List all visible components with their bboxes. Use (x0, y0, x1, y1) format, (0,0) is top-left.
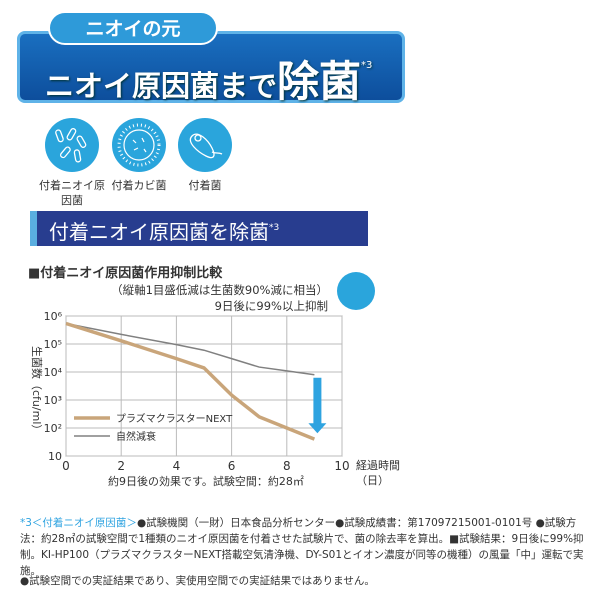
y-axis-label: 生菌数（cfu/ml） (30, 346, 44, 435)
legend-label: 自然減衰 (116, 430, 156, 443)
legend-label: プラズマクラスターNEXT (116, 412, 233, 425)
y-tick-label: 10 (48, 450, 62, 463)
chart: 0 2 4 6 8 10 10 10² 10³ 10⁴ 10⁵ 10⁶ プラズマクラスターNEXT 自然減… (30, 310, 350, 488)
x-tick-label: 8 (283, 459, 291, 473)
reduction-arrow (308, 377, 327, 434)
bacteria-rods-icon (337, 272, 375, 310)
footnote-ref: *3 (361, 60, 373, 71)
footnote-ref: *3 (269, 223, 280, 233)
headline-text: ニオイ原因菌まで (45, 69, 278, 103)
section-title: 付着ニオイ原因菌を除菌*3 (30, 211, 368, 246)
icon-label: 付着菌 (188, 179, 222, 192)
chart-caption: 約9日後の効果です。試験空間：約28㎡ (108, 474, 304, 488)
footnote: *3＜付着ニオイ原因菌＞●試験機関（一財）日本食品分析センター●試験成績書：第1… (20, 515, 585, 579)
x-tick-label: 0 (62, 459, 70, 473)
disclaimer: ●試験空間での実証結果であり、実使用空間での実証結果ではありません。 (20, 575, 375, 587)
bacteria-rods-icon (45, 118, 99, 172)
x-tick-label: 2 (117, 459, 125, 473)
mold-spore-icon (112, 118, 166, 172)
footnote-body: ●試験機関（一財）日本食品分析センター●試験成績書：第17097215001-0… (20, 517, 584, 577)
chart-note: 9日後に99%以上抑制 (214, 299, 328, 313)
chart-title: ■付着ニオイ原因菌作用抑制比較 (28, 266, 223, 281)
y-tick-label: 10⁵ (44, 338, 62, 351)
x-tick-label: 6 (228, 459, 236, 473)
banner-headline: ニオイ原因菌まで除菌*3 (45, 48, 372, 109)
icon-label: 付着ニオイ原因菌 (39, 179, 105, 207)
series-line-0 (65, 321, 316, 441)
x-tick-label: 10 (334, 459, 349, 473)
footnote-head: *3＜付着ニオイ原因菌＞ (20, 517, 137, 529)
section-title-text: 付着ニオイ原因菌を除菌 (49, 220, 269, 244)
y-tick-label: 10⁶ (44, 310, 63, 323)
y-tick-label: 10⁴ (44, 366, 63, 379)
y-tick-label: 10³ (44, 394, 62, 407)
headline-emphasis: 除菌 (277, 57, 362, 106)
x-axis-label: 経過時間（日） (356, 459, 400, 487)
icon-label: 付着カビ菌 (111, 179, 167, 192)
banner-pill: ニオイの元 (48, 11, 218, 45)
y-tick-label: 10² (44, 422, 62, 435)
series-line-1 (65, 322, 315, 376)
chart-note: （縦軸1目盛低減は生菌数90%減に相当） (111, 283, 328, 297)
x-tick-label: 4 (173, 459, 181, 473)
bacterium-icon (178, 118, 232, 172)
